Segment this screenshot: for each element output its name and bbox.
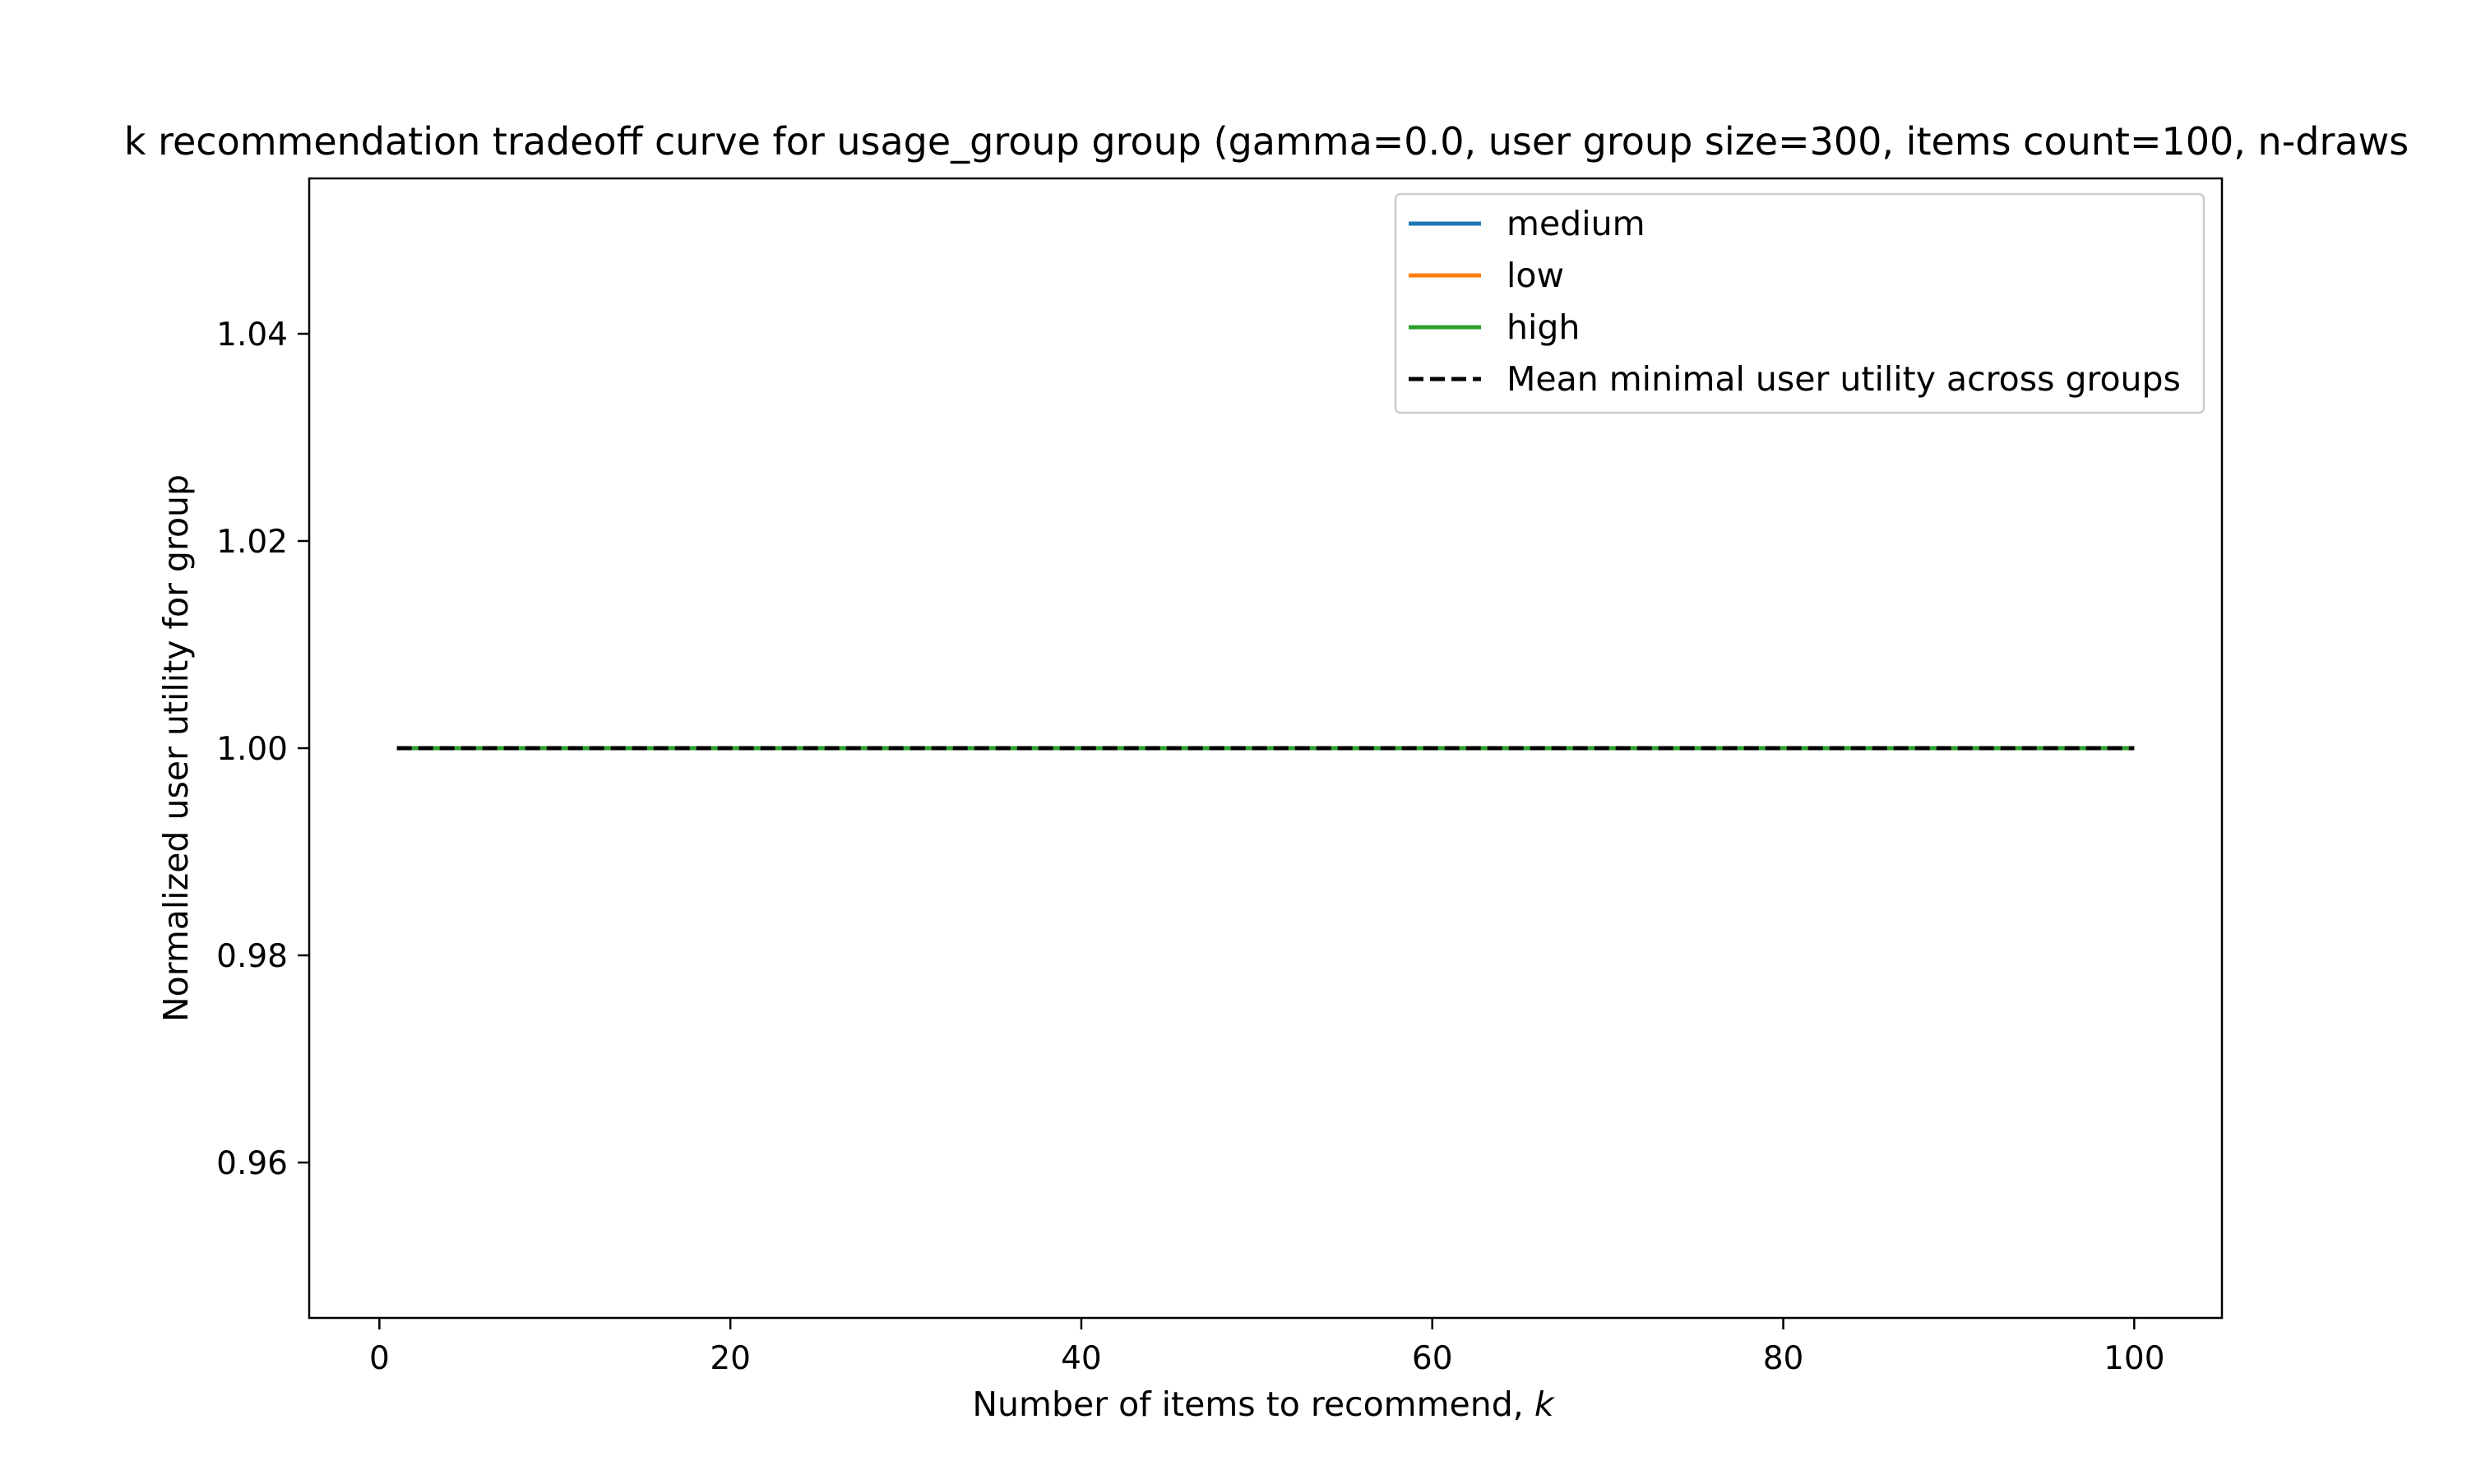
y-tick-label: 1.02 [216, 524, 288, 561]
y-tick-label: 0.98 [216, 938, 288, 975]
x-axis-label-variable: k [1534, 1385, 1556, 1424]
x-axis-label-text: Number of items to recommend, [972, 1385, 1534, 1424]
y-axis-label: Normalized user utility for group [156, 474, 196, 1022]
legend-label: Mean minimal user utility across groups [1507, 359, 2181, 399]
x-tick-label: 60 [1412, 1340, 1453, 1377]
legend-frame [1394, 192, 2205, 414]
x-tick-label: 20 [710, 1340, 751, 1377]
y-tick-label: 1.04 [216, 317, 288, 354]
x-tick-label: 40 [1061, 1340, 1102, 1377]
legend-label: high [1507, 307, 1580, 347]
y-tick-label: 0.96 [216, 1145, 288, 1182]
x-tick-label: 80 [1763, 1340, 1804, 1377]
x-tick-label: 0 [369, 1340, 390, 1377]
x-axis-label: Number of items to recommend, k [972, 1385, 1556, 1424]
legend-label: low [1507, 256, 1564, 295]
x-tick-label: 100 [2104, 1340, 2164, 1377]
x-axis: 0 20 40 60 80 100 [369, 1318, 2165, 1377]
y-tick-label: 1.00 [216, 731, 288, 768]
legend: medium low high Mean minimal user utility a… [1394, 192, 2205, 414]
y-axis: 0.96 0.98 1.00 1.02 1.04 [216, 317, 309, 1182]
chart-title: k recommendation tradeoff curve for usag… [124, 119, 2409, 164]
legend-label: medium [1507, 204, 1645, 243]
